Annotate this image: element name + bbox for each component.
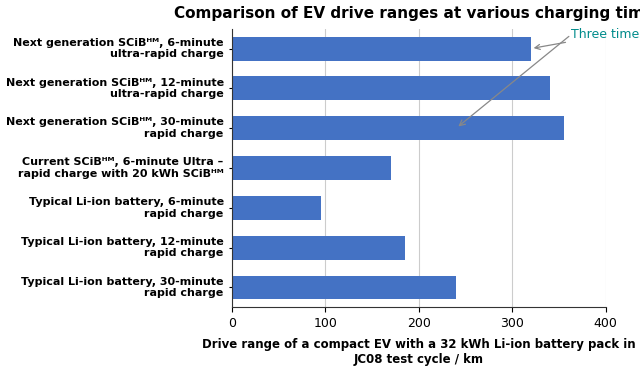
Text: Three times: Three times: [535, 28, 640, 49]
Bar: [232, 236, 404, 260]
X-axis label: Drive range of a compact EV with a 32 kWh Li-ion battery pack in
JC08 test cycle: Drive range of a compact EV with a 32 kW…: [202, 339, 636, 366]
Bar: [232, 196, 321, 220]
Title: Comparison of EV drive ranges at various charging times: Comparison of EV drive ranges at various…: [174, 6, 640, 20]
Bar: [232, 36, 531, 61]
Bar: [232, 156, 391, 180]
Bar: [232, 116, 564, 140]
Bar: [232, 77, 550, 100]
Bar: [232, 276, 456, 299]
